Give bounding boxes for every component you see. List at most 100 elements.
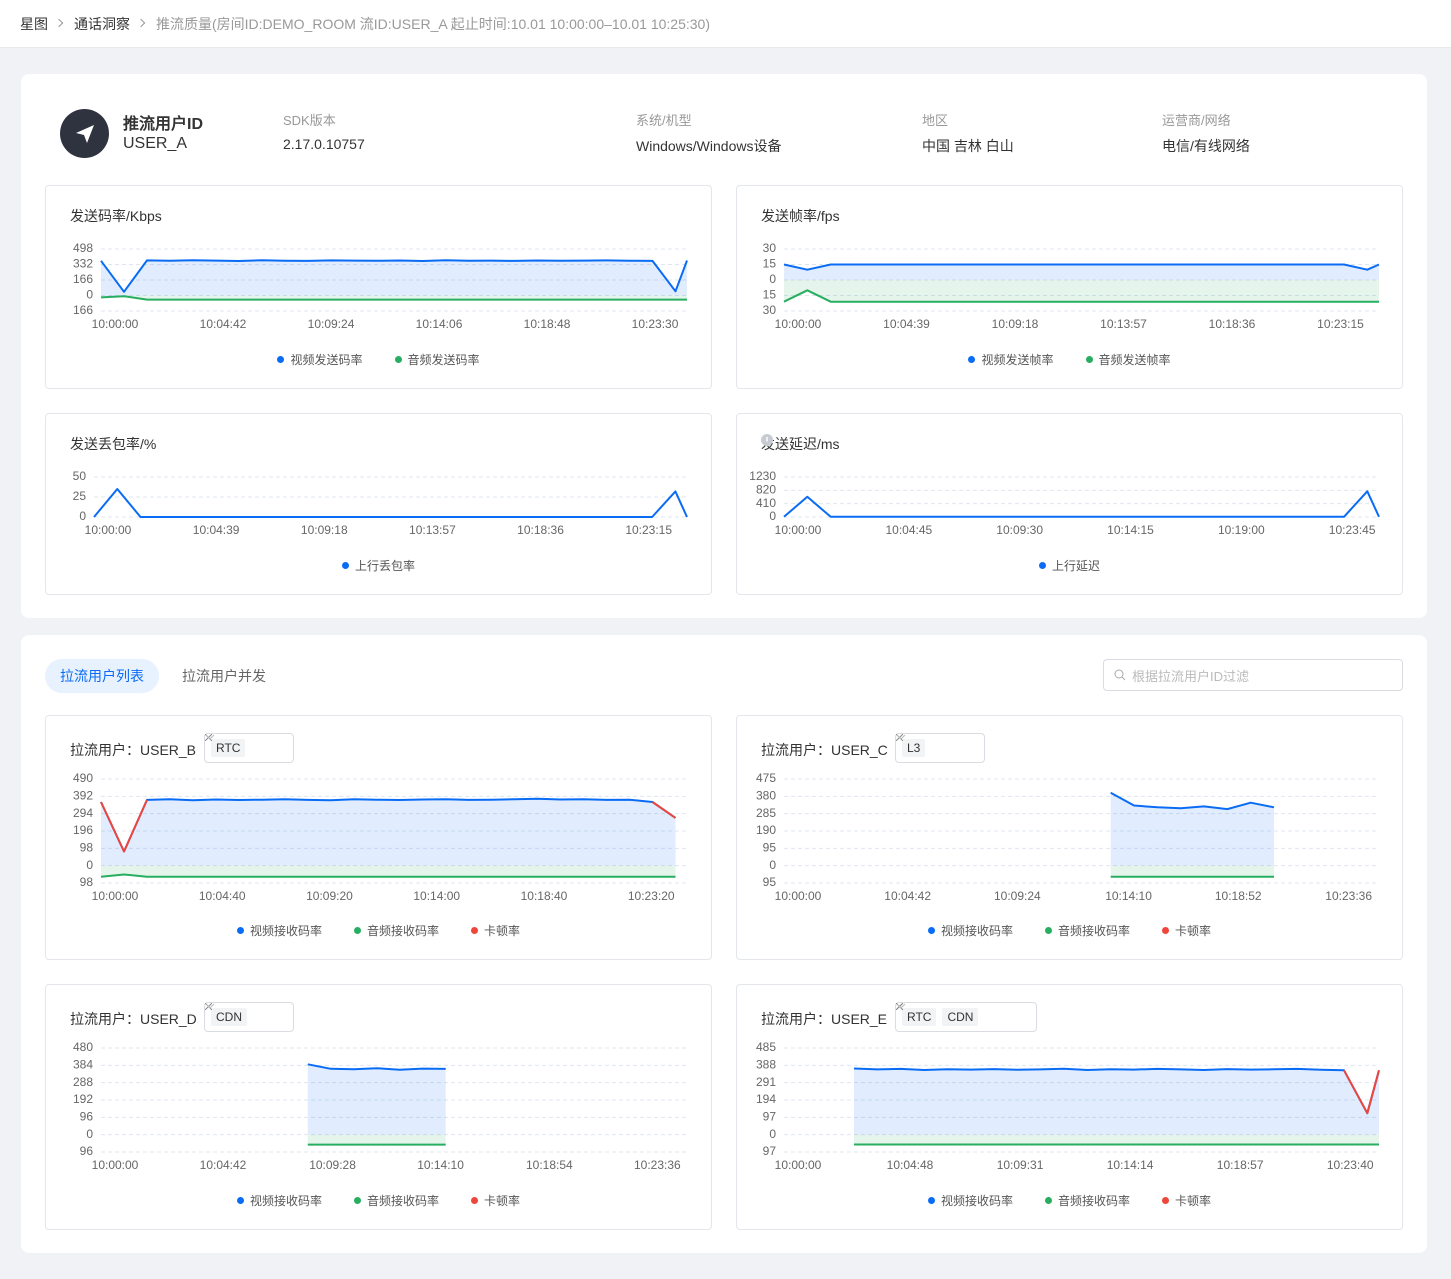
legend-item[interactable]: 卡顿率: [1162, 922, 1211, 939]
series-area: [101, 260, 687, 296]
x-tick-label: 10:23:20: [628, 889, 675, 903]
legend-dot: [341, 562, 349, 569]
y-tick-label: 196: [73, 823, 93, 837]
legend-item[interactable]: 视频发送码率: [277, 351, 363, 368]
legend: 上行丢包率: [46, 557, 711, 574]
y-tick-label: 490: [73, 771, 93, 785]
legend-item[interactable]: 视频接收码率: [927, 922, 1013, 939]
x-tick-label: 10:18:36: [517, 523, 564, 537]
tab[interactable]: 拉流用户并发: [182, 668, 266, 684]
y-tick-label: 96: [80, 1110, 94, 1124]
y-tick-label: 485: [756, 1040, 776, 1054]
legend-item[interactable]: 卡顿率: [471, 922, 520, 939]
series-line: [100, 799, 677, 853]
chevron-path: [896, 734, 906, 740]
legend-item[interactable]: 视频接收码率: [236, 922, 322, 939]
legend-dot: [1085, 356, 1093, 363]
chart-panel: 拉流用户：USER_C L3 475 380 285 190 95 0 95 10:00:00 10…: [736, 715, 1403, 960]
y-tick-label: 95: [763, 841, 777, 855]
legend-dot: [236, 927, 244, 934]
legend-dot: [471, 1197, 478, 1204]
series-line: [783, 490, 1380, 518]
legend-item[interactable]: 视频接收码率: [927, 1192, 1013, 1209]
field-value: 2.17.0.10757: [283, 136, 365, 152]
legend-item[interactable]: 视频接收码率: [236, 1192, 322, 1209]
tag: CDN: [205, 1003, 247, 1026]
legend-item[interactable]: 卡顿率: [471, 1192, 520, 1209]
x-tick-label: 10:00:00: [775, 1158, 822, 1172]
series-area: [854, 1134, 1379, 1145]
y-tick-label: 0: [86, 288, 93, 302]
legend-dot: [277, 356, 285, 363]
chart-title-text: 发送码率/Kbps: [70, 208, 162, 224]
x-tick-label: 10:00:00: [92, 889, 139, 903]
legend-item[interactable]: 音频发送帧率: [1085, 351, 1171, 368]
search-box[interactable]: 根据拉流用户ID过滤: [1103, 659, 1403, 691]
x-tick-label: 10:23:45: [1329, 523, 1376, 537]
x-tick-label: 10:09:24: [994, 889, 1041, 903]
x-tick-label: 10:23:15: [625, 523, 672, 537]
x-tick-label: 10:00:00: [85, 523, 132, 537]
protocol-select[interactable]: L3: [895, 733, 985, 763]
x-tick-label: 10:23:40: [1327, 1158, 1374, 1172]
crumb[interactable]: 星图: [20, 15, 48, 32]
legend-text: 视频接收码率: [249, 1194, 322, 1208]
chart-title: 发送延迟/ms: [761, 434, 840, 454]
y-tick-label: 380: [756, 789, 776, 803]
series-line: [307, 1063, 446, 1071]
tag-text: L3: [907, 741, 921, 755]
user-header: 拉流用户：USER_B: [70, 740, 196, 760]
legend-item[interactable]: 音频接收码率: [1044, 1192, 1130, 1209]
series-line: [1343, 1069, 1380, 1115]
legend-dot: [1044, 927, 1052, 934]
legend-item[interactable]: 音频接收码率: [353, 922, 439, 939]
field-label: 系统/机型: [636, 113, 692, 128]
chevron: [896, 1003, 906, 1009]
legend-item[interactable]: 音频发送码率: [394, 351, 480, 368]
chart-svg: 50 25 010:00:00 10:04:39 10:09:18 10:13:57 10:…: [73, 469, 688, 537]
legend-item[interactable]: 上行延迟: [1038, 557, 1100, 574]
legend: 视频接收码率 音频接收码率 卡顿率: [737, 922, 1402, 939]
protocol-select[interactable]: RTC: [204, 733, 294, 763]
y-tick-label: 98: [80, 841, 94, 855]
crumb[interactable]: 通话洞察: [74, 15, 130, 32]
legend-text: 上行延迟: [1051, 559, 1100, 573]
protocol-select[interactable]: CDN: [204, 1002, 294, 1032]
search-placeholder: 根据拉流用户ID过滤: [1132, 668, 1250, 684]
legend-dot: [1038, 562, 1046, 569]
field-value: 中国 吉林 白山: [922, 138, 1014, 154]
legend-item[interactable]: 音频接收码率: [1044, 922, 1130, 939]
legend-item[interactable]: 音频接收码率: [353, 1192, 439, 1209]
x-tick-label: 10:18:48: [524, 317, 571, 331]
y-tick-label: 475: [756, 771, 776, 785]
chart-title-text: 发送帧率/fps: [761, 208, 840, 224]
legend-text: 卡顿率: [484, 1194, 521, 1208]
y-tick-label: 0: [769, 509, 776, 523]
series-area: [101, 295, 687, 300]
chart-panel: 发送帧率/fps 30 15 0 15 30 10:00:00 10:04:39 10:09:1…: [736, 185, 1403, 389]
x-tick-label: 10:18:57: [1217, 1158, 1264, 1172]
legend-text: 卡顿率: [1175, 924, 1212, 938]
x-tick-label: 10:00:00: [775, 317, 822, 331]
legend-item[interactable]: 上行丢包率: [341, 557, 415, 574]
tab-active[interactable]: 拉流用户列表: [45, 659, 159, 693]
legend-item[interactable]: 视频发送帧率: [968, 351, 1054, 368]
tag-text: RTC: [216, 741, 241, 755]
tag-text: CDN: [216, 1010, 242, 1024]
y-tick-label: 388: [756, 1058, 776, 1072]
x-tick-label: 10:23:30: [632, 317, 679, 331]
avatar: [60, 109, 109, 158]
y-tick-label: 1230: [749, 469, 776, 483]
legend-dot: [1162, 927, 1169, 934]
legend-item[interactable]: 卡顿率: [1162, 1192, 1211, 1209]
x-tick-label: 10:04:42: [200, 1158, 247, 1172]
series-line: [1110, 791, 1275, 811]
x-tick-label: 10:14:00: [413, 889, 460, 903]
user-label: 拉流用户：: [70, 1011, 140, 1027]
series-area: [1110, 865, 1274, 877]
protocol-select[interactable]: RTC CDN: [895, 1002, 1037, 1032]
breadcrumb: 星图 通话洞察 推流质量(房间ID:DEMO_ROOM 流ID:USER_A 起…: [0, 0, 1451, 48]
x-tick-label: 10:04:42: [884, 889, 931, 903]
